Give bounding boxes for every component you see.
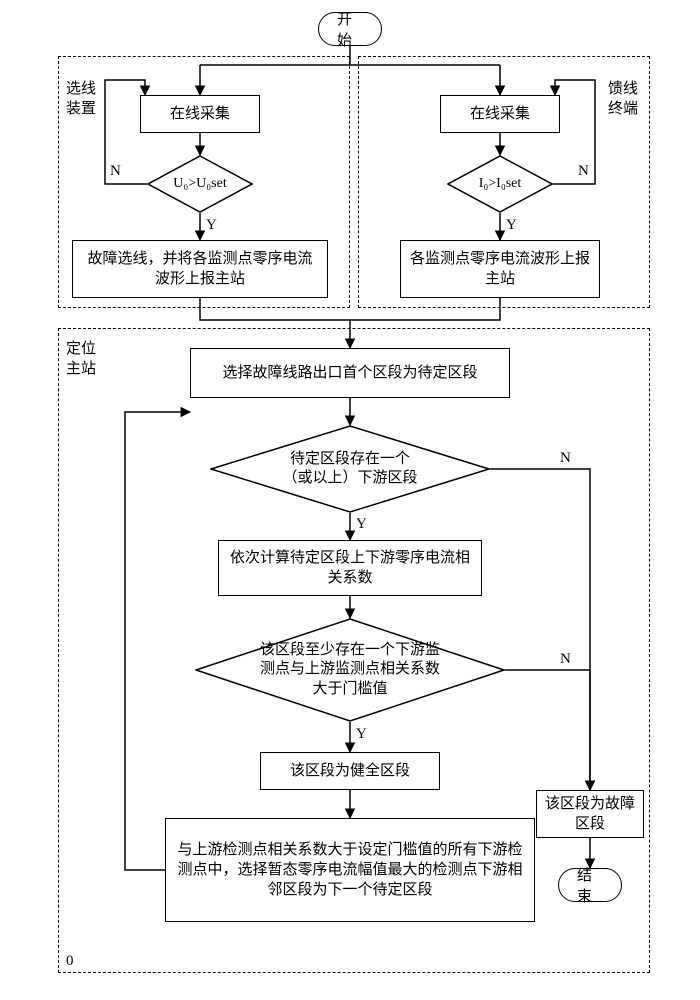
left-y: Y	[206, 217, 217, 234]
left-report: 故障选线，并将各监测点零序电流波形上报主站	[72, 240, 328, 298]
fault: 该区段为故障区段	[536, 790, 644, 838]
main-zero: 0	[66, 952, 74, 972]
step2: 依次计算待定区段上下游零序电流相关系数	[218, 540, 482, 596]
cond1-y: Y	[356, 516, 367, 533]
start-terminator: 开始	[318, 12, 382, 46]
left-n: N	[110, 163, 121, 180]
left-cond: U₀>U₀set	[147, 155, 253, 213]
right-title: 馈线 终端	[608, 80, 638, 119]
right-cond: I₀>I₀set	[447, 155, 553, 213]
main-title: 定位 主站	[66, 340, 96, 379]
end-label: 结束	[577, 864, 603, 906]
step1: 选择故障线路出口首个区段为待定区段	[190, 348, 510, 398]
right-y: Y	[506, 217, 517, 234]
cond1: 待定区段存在一个 （或以上）下游区段	[210, 425, 490, 513]
right-report: 各监测点零序电流波形上报主站	[400, 240, 600, 298]
left-title: 选线 装置	[66, 80, 96, 119]
cond2: 该区段至少存在一个下游监 测点与上游监测点相关系数 大于门槛值	[195, 618, 505, 722]
cond2-y: Y	[356, 726, 367, 743]
start-label: 开始	[337, 8, 363, 50]
right-n: N	[578, 163, 589, 180]
end-terminator: 结束	[558, 868, 622, 902]
left-collect: 在线采集	[140, 95, 260, 133]
healthy: 该区段为健全区段	[260, 752, 440, 790]
cond2-n: N	[560, 651, 571, 668]
step3: 与上游检测点相关系数大于设定门槛值的所有下游检测点中，选择暂态零序电流幅值最大的…	[165, 818, 535, 922]
right-collect: 在线采集	[440, 95, 560, 133]
cond1-n: N	[560, 450, 571, 467]
